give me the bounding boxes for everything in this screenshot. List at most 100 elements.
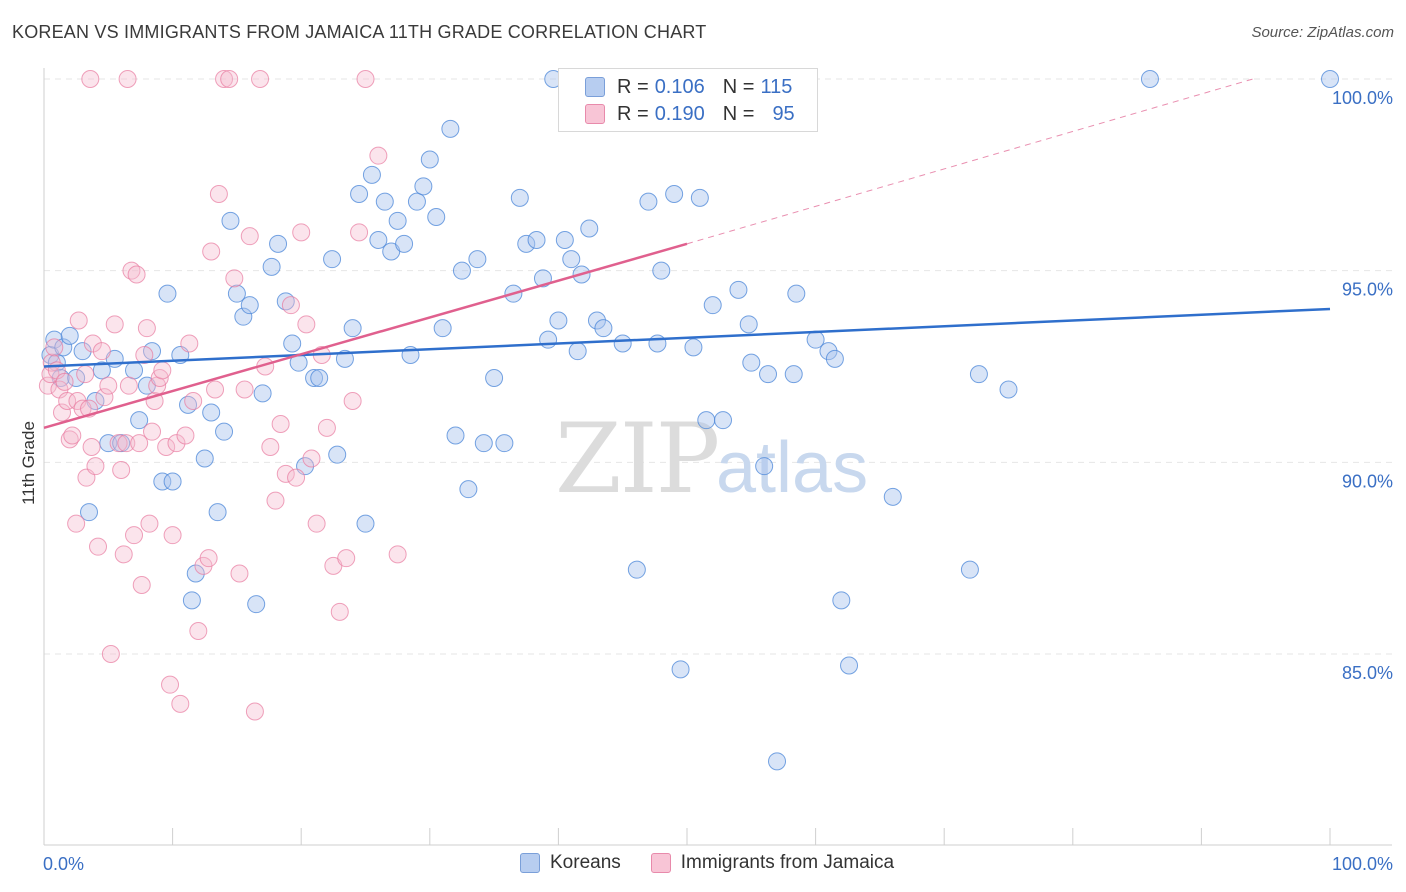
jamaica-point bbox=[307, 514, 326, 533]
legend-item-koreans[interactable]: Koreans bbox=[520, 852, 621, 874]
jamaica-point bbox=[112, 461, 131, 479]
jamaica-point bbox=[118, 70, 137, 88]
korean-point bbox=[195, 449, 214, 468]
korean-point bbox=[819, 342, 838, 361]
korean-point bbox=[755, 457, 774, 476]
korean-point bbox=[441, 119, 460, 138]
series-jamaica bbox=[38, 70, 407, 721]
jamaica-point bbox=[86, 457, 105, 476]
korean-point bbox=[414, 177, 433, 196]
korean-point bbox=[742, 353, 761, 372]
korean-point bbox=[580, 219, 599, 238]
korean-point bbox=[158, 284, 177, 303]
korean-point bbox=[697, 411, 716, 430]
jamaica-point bbox=[261, 438, 280, 456]
korean-point bbox=[269, 234, 288, 253]
korean-point bbox=[262, 257, 281, 276]
korean-point bbox=[729, 280, 748, 299]
korean-point bbox=[67, 369, 86, 387]
stats-legend: R = 0.106 N = 115 R = 0.190 N = 95 bbox=[558, 68, 818, 132]
jamaica-point bbox=[81, 70, 100, 88]
jamaica-point bbox=[317, 418, 336, 437]
jamaica-point bbox=[55, 372, 74, 391]
y-tick-label: 95.0% bbox=[1342, 280, 1393, 300]
watermark: ZIP atlas bbox=[555, 403, 868, 515]
korean-point bbox=[517, 234, 536, 253]
korean-point bbox=[186, 564, 205, 583]
jamaica-point bbox=[281, 296, 300, 315]
koreans-n-value: 115 bbox=[760, 75, 793, 98]
jamaica-point bbox=[337, 549, 356, 568]
jamaica-point bbox=[163, 526, 182, 545]
jamaica-point bbox=[350, 223, 369, 242]
jamaica-point bbox=[117, 434, 136, 453]
korean-point bbox=[283, 334, 302, 353]
jamaica-r-label: R = bbox=[617, 102, 649, 125]
jamaica-point bbox=[109, 434, 128, 453]
korean-point bbox=[163, 472, 182, 491]
korean-point bbox=[182, 591, 201, 610]
korean-point bbox=[343, 319, 362, 338]
jamaica-point bbox=[76, 365, 95, 384]
korean-point bbox=[787, 284, 806, 303]
jamaica-point bbox=[287, 468, 306, 487]
jamaica-point bbox=[220, 70, 239, 88]
korean-point bbox=[639, 192, 658, 211]
jamaica-point bbox=[245, 702, 264, 721]
korean-point bbox=[999, 380, 1018, 399]
jamaica-point bbox=[63, 426, 82, 445]
korean-point bbox=[510, 188, 529, 207]
jamaica-point bbox=[92, 342, 111, 361]
korean-point bbox=[92, 361, 111, 380]
korean-point bbox=[468, 250, 487, 269]
korean-point bbox=[60, 326, 79, 345]
korean-point bbox=[539, 330, 558, 349]
legend-row-jamaica: R = 0.190 N = 95 bbox=[585, 101, 795, 127]
korean-point bbox=[690, 188, 709, 207]
korean-point bbox=[555, 231, 574, 249]
jamaica-point bbox=[105, 315, 124, 334]
legend-item-jamaica[interactable]: Immigrants from Jamaica bbox=[650, 852, 895, 874]
jamaica-point bbox=[206, 380, 225, 399]
korean-point bbox=[125, 361, 144, 380]
jamaica-point bbox=[235, 380, 254, 399]
korean-point bbox=[356, 514, 375, 533]
korean-point bbox=[671, 660, 690, 679]
korean-point bbox=[247, 595, 266, 614]
jamaica-point bbox=[140, 514, 159, 533]
koreans-swatch bbox=[585, 77, 605, 97]
jamaica-point bbox=[230, 564, 249, 583]
korean-point bbox=[452, 261, 471, 280]
jamaica-point bbox=[143, 422, 162, 441]
watermark-atlas: atlas bbox=[716, 428, 868, 508]
jamaica-point bbox=[202, 242, 221, 261]
jamaica-point bbox=[209, 185, 228, 203]
jamaica-legend-label: Immigrants from Jamaica bbox=[680, 852, 895, 873]
y-tick-label: 85.0% bbox=[1342, 663, 1393, 683]
korean-point bbox=[759, 365, 778, 384]
jamaica-point bbox=[356, 70, 375, 88]
jamaica-point bbox=[83, 334, 102, 353]
korean-point bbox=[613, 334, 632, 353]
watermark-zip: ZIP bbox=[555, 403, 718, 515]
korean-point bbox=[310, 369, 329, 387]
jamaica-point bbox=[99, 376, 118, 395]
korean-point bbox=[335, 349, 354, 368]
jamaica-point bbox=[271, 415, 290, 433]
korean-point bbox=[840, 656, 859, 675]
koreans-r-value: 0.106 bbox=[654, 75, 705, 98]
korean-point bbox=[832, 591, 851, 610]
koreans-trend-line bbox=[43, 307, 1331, 368]
jamaica-point bbox=[171, 694, 190, 713]
jamaica-point bbox=[161, 675, 180, 694]
series-legend: Koreans Immigrants from Jamaica bbox=[520, 852, 924, 874]
jamaica-point bbox=[137, 319, 156, 338]
axes bbox=[43, 68, 1392, 846]
jamaica-n-label: N = bbox=[722, 102, 755, 125]
korean-point bbox=[388, 211, 407, 230]
x-tick-label: 100.0% bbox=[1332, 854, 1393, 874]
korean-point bbox=[369, 231, 388, 249]
korean-point bbox=[459, 480, 478, 499]
jamaica-point bbox=[225, 269, 244, 288]
